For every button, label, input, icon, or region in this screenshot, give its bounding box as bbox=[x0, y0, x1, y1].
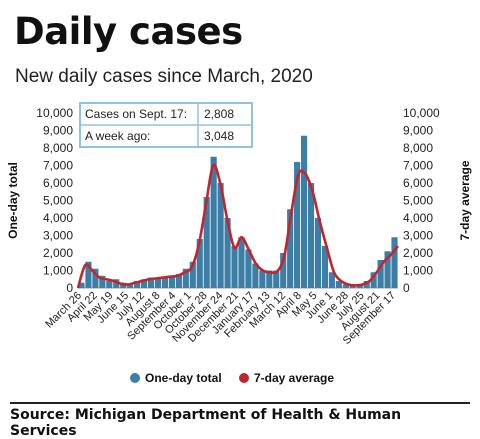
y-tick-label-right: 6,000 bbox=[403, 176, 433, 190]
info-box-value: 2,808 bbox=[204, 107, 234, 121]
info-box-value: 3,048 bbox=[204, 129, 234, 143]
bar-one-day-total bbox=[189, 261, 196, 288]
legend-label-one-day-total: One-day total bbox=[145, 371, 222, 385]
bar-one-day-total bbox=[301, 135, 308, 288]
bar-one-day-total bbox=[252, 263, 259, 288]
bar-one-day-total bbox=[335, 281, 342, 288]
y-axis-title-left: One-day total bbox=[6, 162, 20, 239]
bar-one-day-total bbox=[134, 281, 141, 288]
bar-one-day-total bbox=[106, 281, 113, 288]
y-tick-label-right: 4,000 bbox=[403, 211, 433, 225]
bar-one-day-total bbox=[78, 282, 85, 288]
bar-one-day-total bbox=[182, 268, 189, 288]
bar-one-day-total bbox=[238, 237, 245, 288]
bar-one-day-total bbox=[328, 272, 335, 288]
bar-one-day-total bbox=[210, 156, 217, 288]
y-tick-label-right: 9,000 bbox=[403, 124, 433, 138]
bar-one-day-total bbox=[217, 183, 224, 288]
y-tick-label-right: 7,000 bbox=[403, 159, 433, 173]
y-tick-label-left: 2,000 bbox=[43, 246, 73, 260]
y-tick-label-left: 6,000 bbox=[43, 176, 73, 190]
chart-subtitle: New daily cases since March, 2020 bbox=[15, 66, 313, 87]
bar-one-day-total bbox=[154, 277, 162, 288]
bar-one-day-total bbox=[92, 268, 99, 288]
bar-one-day-total bbox=[127, 284, 134, 288]
bar-one-day-total bbox=[342, 284, 349, 288]
bar-one-day-total bbox=[168, 275, 175, 288]
bar-one-day-total bbox=[321, 246, 329, 288]
bar-one-day-total bbox=[113, 279, 120, 288]
bar-one-day-total bbox=[280, 253, 287, 288]
y-tick-label-right: 8,000 bbox=[403, 141, 433, 155]
legend-swatch-one-day-total bbox=[130, 373, 140, 383]
chart-title: Daily cases bbox=[14, 10, 243, 53]
y-tick-label-right: 0 bbox=[403, 281, 410, 295]
bar-one-day-total bbox=[224, 218, 231, 288]
bar-one-day-total bbox=[259, 270, 266, 288]
bar-one-day-total bbox=[245, 249, 252, 288]
y-tick-label-left: 5,000 bbox=[43, 194, 73, 208]
bar-one-day-total bbox=[349, 285, 356, 289]
bar-one-day-total bbox=[370, 272, 377, 288]
y-tick-label-left: 3,000 bbox=[43, 229, 73, 243]
bar-one-day-total bbox=[203, 197, 210, 288]
y-tick-label-right: 10,000 bbox=[403, 106, 440, 120]
bar-one-day-total bbox=[161, 277, 169, 288]
bar-one-day-total bbox=[391, 237, 398, 288]
bar-one-day-total bbox=[85, 261, 92, 288]
y-tick-label-left: 8,000 bbox=[43, 141, 73, 155]
bar-one-day-total bbox=[314, 218, 322, 288]
bar-one-day-total bbox=[99, 275, 106, 288]
y-tick-label-left: 4,000 bbox=[43, 211, 73, 225]
y-tick-label-left: 9,000 bbox=[43, 124, 73, 138]
bar-one-day-total bbox=[384, 251, 391, 288]
y-tick-label-right: 3,000 bbox=[403, 229, 433, 243]
y-tick-label-left: 10,000 bbox=[36, 106, 73, 120]
y-tick-label-right: 5,000 bbox=[403, 194, 433, 208]
bar-one-day-total bbox=[266, 270, 273, 288]
y-tick-label-left: 0 bbox=[66, 281, 73, 295]
bar-one-day-total bbox=[141, 279, 148, 288]
info-box-label: Cases on Sept. 17: bbox=[85, 107, 187, 121]
y-tick-label-right: 2,000 bbox=[403, 246, 433, 260]
bar-one-day-total bbox=[231, 246, 238, 288]
bar-one-day-total bbox=[307, 183, 315, 288]
y-tick-label-right: 1,000 bbox=[403, 264, 433, 278]
bar-one-day-total bbox=[294, 162, 301, 288]
bar-one-day-total bbox=[196, 239, 203, 288]
info-box-label: A week ago: bbox=[85, 129, 150, 143]
y-axis-title-right: 7-day average bbox=[458, 160, 472, 240]
bar-one-day-total bbox=[363, 281, 370, 288]
bar-one-day-total bbox=[273, 270, 280, 288]
bar-one-day-total bbox=[147, 277, 155, 288]
y-tick-label-left: 1,000 bbox=[43, 264, 73, 278]
bar-one-day-total bbox=[175, 274, 182, 288]
source-note: Source: Michigan Department of Health & … bbox=[10, 402, 470, 439]
bar-one-day-total bbox=[287, 209, 294, 288]
bar-one-day-total bbox=[377, 260, 384, 288]
daily-cases-chart: 0 0 1,000 1,000 2,000 2,000 3,000 3,000 4,000 4,0… bbox=[6, 102, 472, 385]
legend-label-7-day-average: 7-day average bbox=[254, 371, 334, 385]
y-tick-label-left: 7,000 bbox=[43, 159, 73, 173]
line-7-day-average bbox=[76, 163, 400, 289]
legend-swatch-7-day-average bbox=[239, 373, 249, 383]
